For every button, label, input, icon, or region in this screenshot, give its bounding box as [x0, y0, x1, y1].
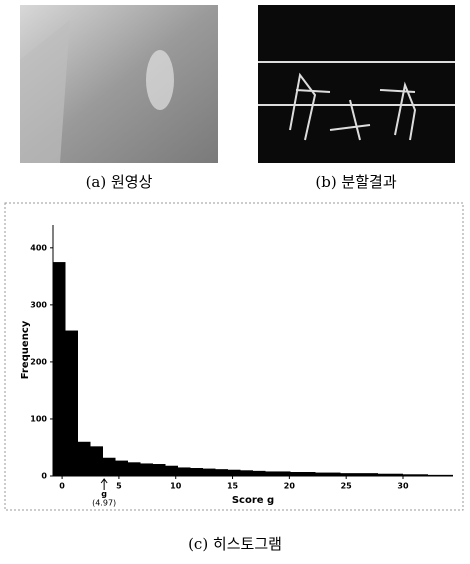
- bar: [128, 462, 141, 476]
- bar: [91, 446, 104, 476]
- caption: (b) 분할결과: [315, 173, 396, 191]
- caption: (a) 원영상: [86, 173, 153, 191]
- bar: [178, 467, 191, 476]
- bar: [241, 470, 254, 476]
- y-tick-label: 200: [30, 357, 47, 366]
- bar: [116, 461, 129, 476]
- bar: [316, 473, 329, 476]
- segmentation-image: [258, 5, 455, 163]
- marker-arrow: [101, 479, 107, 490]
- y-tick-label: 300: [30, 300, 47, 309]
- y-axis-label: Frequency: [20, 320, 31, 379]
- caption: (c) 히스토그램: [188, 535, 282, 553]
- bar: [203, 469, 216, 476]
- x-axis-label: Score g: [232, 495, 274, 506]
- image-shape: [146, 50, 174, 110]
- bar: [78, 442, 91, 476]
- bar: [266, 471, 279, 476]
- bar: [141, 463, 154, 476]
- bar: [103, 458, 116, 476]
- bar: [216, 469, 229, 476]
- bar: [253, 471, 266, 476]
- bar: [328, 473, 341, 476]
- x-tick-label: 10: [170, 482, 182, 491]
- x-tick-label: 20: [284, 482, 296, 491]
- bar: [66, 331, 79, 476]
- x-tick-label: 25: [341, 482, 353, 491]
- x-tick-label: 15: [227, 482, 239, 491]
- x-tick-label: 0: [59, 482, 65, 491]
- bar: [53, 262, 66, 476]
- bar: [228, 470, 241, 476]
- bar: [166, 466, 179, 476]
- figure: (a) 원영상 (b) 분할결과 Frequency Score g (c) 히…: [0, 0, 470, 560]
- bar: [191, 468, 204, 476]
- y-tick-label: 100: [30, 414, 47, 423]
- bar: [303, 472, 316, 476]
- marker-label: (4.97): [92, 499, 116, 508]
- bar: [291, 472, 304, 476]
- marker-symbol: g: [101, 490, 107, 499]
- bar: [278, 471, 291, 476]
- x-tick-label: 30: [397, 482, 409, 491]
- y-tick-label: 0: [41, 472, 47, 481]
- x-tick-label: 5: [116, 482, 122, 491]
- bar: [153, 464, 166, 476]
- y-tick-label: 400: [30, 243, 47, 252]
